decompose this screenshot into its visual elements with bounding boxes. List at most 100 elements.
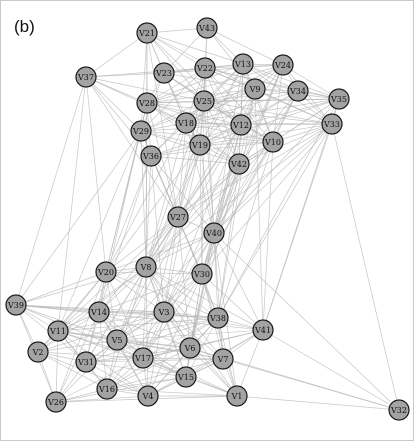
edge-V39-V5 [15, 304, 118, 341]
edge-V36-V42 [150, 155, 240, 165]
edge-V43-V24 [206, 27, 284, 66]
node-V17: V17 [132, 347, 154, 369]
node-label: V30 [193, 270, 210, 279]
edge-V9-V18 [185, 88, 256, 124]
node-V26: V26 [45, 391, 67, 413]
edge-V20-V2 [37, 271, 107, 353]
node-circle [45, 391, 67, 413]
node-V20: V20 [95, 261, 117, 283]
edge-V25-V29 [140, 100, 205, 132]
edge-V33-V40 [213, 123, 333, 234]
edge-V3-V11 [57, 311, 165, 332]
node-label: V23 [155, 69, 172, 78]
edge-V6-V1 [189, 347, 238, 397]
node-label: V41 [254, 326, 271, 335]
edge-V21-V13 [146, 32, 244, 65]
node-label: V14 [90, 308, 107, 317]
edge-V43-V9 [206, 27, 256, 90]
edge-V9-V27 [177, 88, 256, 218]
node-circle [75, 66, 97, 88]
node-circle [252, 319, 274, 341]
node-V21: V21 [136, 22, 158, 44]
edge-V40-V41 [213, 232, 264, 331]
node-label: V24 [274, 61, 291, 70]
edge-V8-V16 [106, 266, 147, 390]
node-label: V27 [169, 213, 186, 222]
edge-V33-V27 [177, 123, 333, 218]
edge-V8-V41 [145, 266, 264, 331]
node-V15: V15 [175, 366, 197, 388]
edge-V18-V8 [145, 122, 187, 268]
node-V36: V36 [140, 145, 162, 167]
edge-V30-V1 [201, 273, 238, 397]
edge-V21-V37 [85, 32, 148, 78]
edge-V36-V10 [150, 141, 274, 157]
edge-V8-V38 [145, 266, 219, 319]
edge-V14-V6 [98, 311, 191, 349]
edge-V13-V40 [213, 63, 244, 234]
edge-V35-V28 [146, 98, 340, 104]
edge-V25-V33 [203, 100, 333, 125]
node-circle [388, 399, 410, 421]
node-circle [262, 131, 284, 153]
edge-V21-V29 [140, 32, 148, 132]
edge-V13-V28 [146, 63, 244, 104]
node-circle [196, 17, 218, 39]
edge-V12-V30 [201, 124, 242, 275]
edge-V24-V10 [272, 64, 284, 143]
edge-V25-V30 [201, 100, 205, 275]
node-V23: V23 [153, 62, 175, 84]
edge-V13-V35 [242, 63, 340, 100]
edge-V25-V27 [177, 100, 205, 218]
edge-V12-V8 [145, 124, 242, 268]
node-circle [47, 320, 69, 342]
node-circle [244, 78, 266, 100]
node-V24: V24 [272, 54, 294, 76]
node-circle [136, 22, 158, 44]
edge-V38-V31 [85, 317, 219, 363]
node-circle [203, 222, 225, 244]
node-V18: V18 [175, 112, 197, 134]
edge-V28-V12 [146, 102, 242, 126]
edge-V34-V30 [201, 90, 299, 275]
node-label: V13 [234, 60, 251, 69]
node-circle [230, 114, 252, 136]
node-V4: V4 [137, 385, 159, 407]
edge-V37-V20 [85, 76, 107, 273]
edge-V31-V7 [85, 358, 224, 363]
edge-V40-V8 [145, 232, 215, 268]
node-circle [88, 301, 110, 323]
edge-V5-V7 [116, 339, 224, 360]
edge-V24-V25 [203, 64, 284, 102]
node-circle [27, 341, 49, 363]
edge-V13-V8 [145, 63, 244, 268]
edge-V22-V42 [204, 67, 240, 165]
node-circle [189, 134, 211, 156]
node-V35: V35 [328, 88, 350, 110]
node-V16: V16 [96, 378, 118, 400]
node-circle [132, 347, 154, 369]
node-circle [179, 337, 201, 359]
node-label: V2 [32, 348, 44, 357]
node-circle [95, 261, 117, 283]
edge-V20-V39 [15, 271, 107, 306]
node-label: V36 [142, 152, 159, 161]
node-circle [175, 112, 197, 134]
node-label: V38 [209, 314, 226, 323]
edge-layer [15, 27, 400, 411]
node-circle [321, 113, 343, 135]
edge-V23-V24 [163, 64, 284, 74]
node-label: V1 [231, 392, 243, 401]
edge-V27-V5 [116, 216, 179, 341]
edge-V24-V35 [282, 64, 340, 100]
edge-V20-V26 [55, 271, 107, 403]
node-circle [136, 92, 158, 114]
node-circle [175, 366, 197, 388]
edge-V37-V39 [15, 76, 87, 306]
edge-V41-V32 [262, 329, 400, 411]
edge-V38-V5 [116, 317, 219, 341]
edge-V34-V40 [213, 90, 299, 234]
edge-V8-V17 [142, 266, 147, 359]
node-label: V32 [390, 406, 407, 415]
